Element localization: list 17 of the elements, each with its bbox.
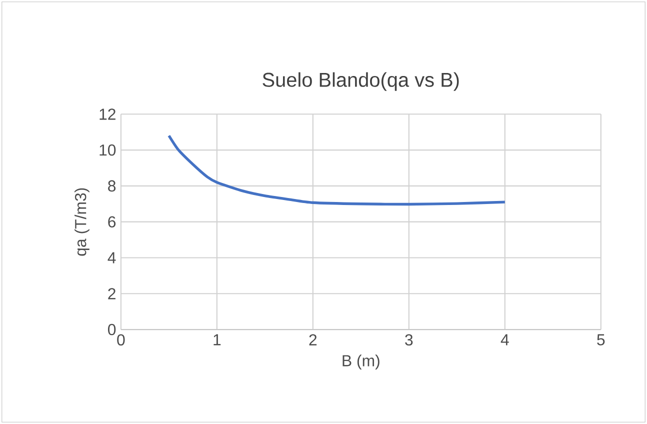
x-tick-label: 2 [309,334,317,346]
x-tick-label: 0 [117,334,125,346]
x-tick-label: 4 [500,334,509,346]
y-axis-title: qa (T/m3) [74,188,90,256]
y-tick-label: 12 [100,108,116,120]
y-tick-label: 0 [108,324,116,336]
y-tick-label: 10 [100,144,116,156]
chart-title: Suelo Blando(qa vs B) [262,72,459,91]
x-tick-label: 1 [214,334,221,346]
x-tick-label: 3 [405,334,413,346]
y-tick-label: 8 [108,180,116,192]
x-tick-label: 5 [597,334,605,346]
line-series [168,134,506,206]
y-tick-label: 6 [108,216,116,228]
y-tick-label: 4 [108,252,116,264]
x-axis-title: B (m) [342,354,380,370]
y-tick-label: 2 [108,288,116,300]
